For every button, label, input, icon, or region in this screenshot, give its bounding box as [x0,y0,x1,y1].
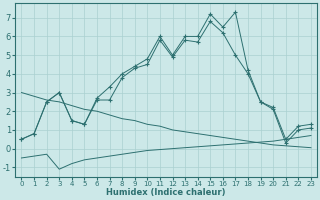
X-axis label: Humidex (Indice chaleur): Humidex (Indice chaleur) [107,188,226,197]
